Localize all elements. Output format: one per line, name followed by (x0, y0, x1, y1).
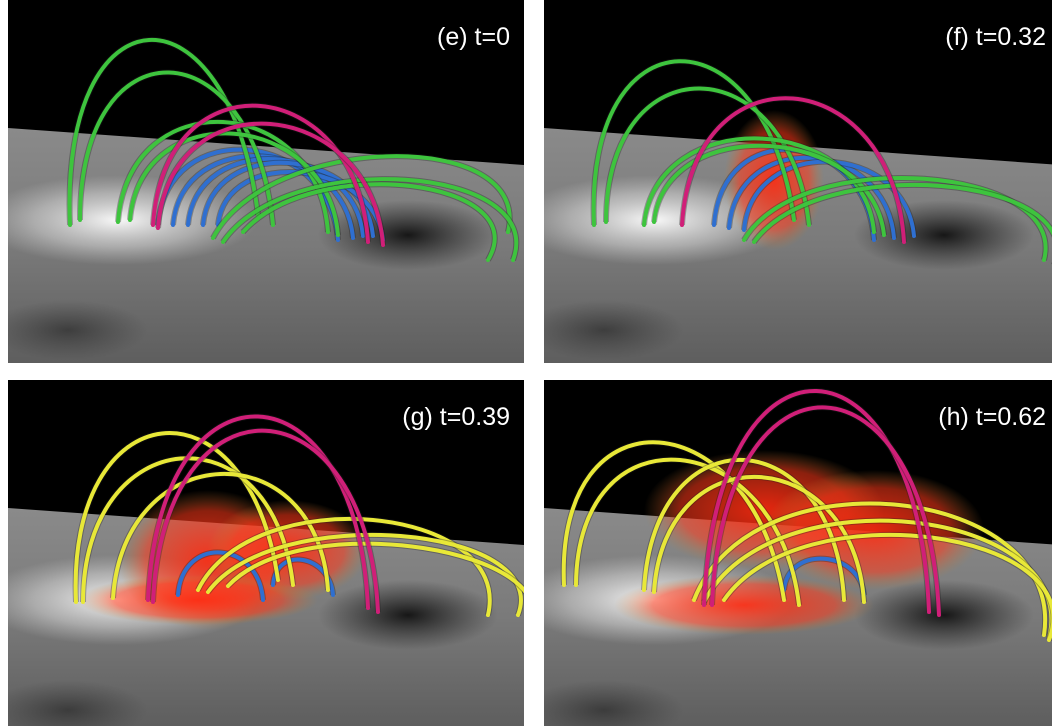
dark-region (854, 580, 1034, 650)
panel: (g) t=0.39 (0, 380, 533, 726)
panel: (e) t=0 (0, 0, 524, 363)
panel-label: (h) t=0.62 (938, 403, 1046, 431)
panel-label: (f) t=0.32 (945, 23, 1046, 51)
panel-label: (e) t=0 (437, 23, 510, 51)
panel: (h) t=0.62 (514, 380, 1052, 726)
dark-region (524, 300, 684, 360)
panel: (f) t=0.32 (514, 0, 1052, 363)
dark-region (318, 580, 498, 650)
page: (e) t=0(f) t=0.32(g) t=0.39(h) t=0.62 ((… (0, 0, 1052, 726)
figure: (e) t=0 (f) t=0.32 (g) t=0.39 (h) t=0.62 (0, 0, 1052, 726)
panel-label: (g) t=0.39 (402, 403, 510, 431)
